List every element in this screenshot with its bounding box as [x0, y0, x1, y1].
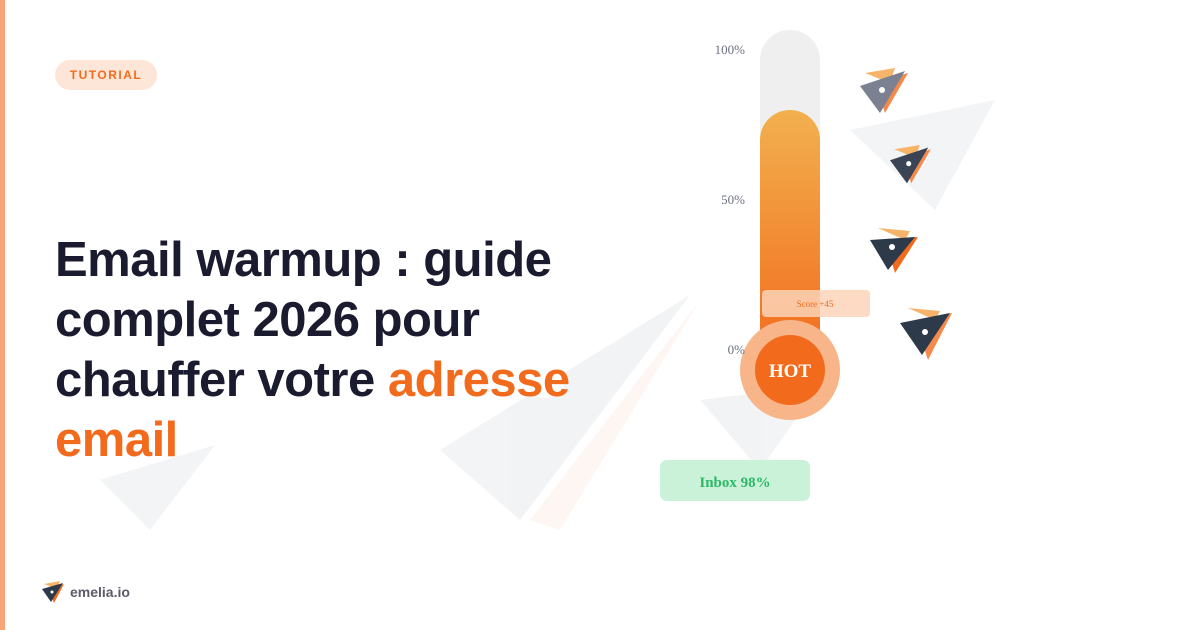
score-text: Score +45 — [797, 299, 834, 309]
title-main: Email warmup : guide complet 2026 pour c… — [55, 233, 552, 407]
accent-edge — [0, 0, 5, 630]
plane-icon — [890, 145, 931, 184]
brand-icon — [42, 581, 64, 603]
tick-label: 100% — [715, 42, 746, 57]
title: Email warmup : guide complet 2026 pour c… — [55, 230, 655, 470]
plane-icon — [870, 228, 918, 273]
tick-label: 0% — [728, 342, 746, 357]
brand: emelia.io — [70, 584, 130, 600]
thermo-bulb-core — [755, 335, 825, 405]
badge: TUTORIAL — [55, 60, 157, 90]
tick-label: 50% — [721, 192, 745, 207]
bulb-label: HOT — [769, 361, 812, 382]
plane-icon — [900, 308, 952, 360]
score-badge — [762, 290, 870, 317]
title-highlight: adresse email — [55, 353, 570, 467]
bg-plane — [100, 100, 995, 530]
plane-icon — [860, 68, 908, 113]
inbox-badge — [660, 460, 810, 501]
inbox-text: Inbox 98% — [699, 475, 770, 491]
